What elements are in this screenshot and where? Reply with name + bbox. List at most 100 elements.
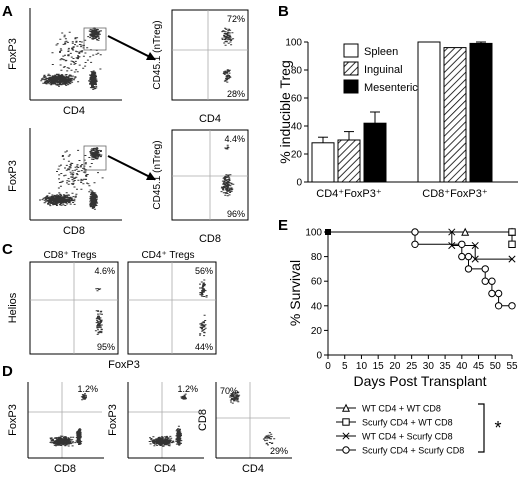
panel-c-right-plot: 56% 44%: [127, 261, 217, 355]
panel-d-plot-2-area: [128, 382, 202, 458]
panel-e-legend-label: WT CD4 + WT CD8: [362, 404, 441, 414]
panel-e-xtick-label: 55: [506, 361, 518, 372]
panel-e-xtick-label: 25: [406, 361, 418, 372]
panel-e-point: [411, 228, 419, 236]
panel-d-plot-3-pct-ul: 70%: [220, 386, 238, 396]
panel-a-top-arrowhead: [146, 52, 156, 60]
panel-e-curve: [328, 231, 513, 245]
panel-c-right-events: [199, 279, 208, 337]
panel-e-xtick-label: 0: [325, 361, 331, 372]
panel-b-bar: [417, 41, 441, 183]
panel-b-category-label: CD4⁺FoxP3⁺: [316, 188, 382, 200]
panel-b-ytick-label: 80: [291, 66, 303, 77]
panel-e: E % Survival Days Post Transplant 0 20 40 6…: [278, 217, 518, 456]
panel-e-point: [494, 289, 503, 298]
panel-e-point: [508, 228, 516, 236]
panel-e-ytick-label: 60: [311, 277, 323, 288]
panel-e-legend-marker: [342, 418, 350, 426]
panel-a-top-pct-lower: 28%: [227, 89, 245, 99]
panel-a-top-gated-events: [221, 27, 235, 83]
panel-a-label: A: [2, 3, 13, 20]
panel-a-top-events: [40, 27, 102, 90]
panel-e-xtick-label: 15: [373, 361, 385, 372]
panel-e-point: [464, 252, 473, 261]
panel-e-legend-label: Scurfy CD4 + Scurfy CD8: [362, 446, 464, 456]
event-dots: [40, 27, 102, 90]
panel-a-bottom-pct-upper: 4.4%: [224, 134, 245, 144]
panel-e-series: [325, 227, 517, 310]
panel-e-xtick-label: 5: [342, 361, 348, 372]
panel-e-xtick-label: 45: [473, 361, 485, 372]
panel-c-left-plot: 4.6% 95%: [29, 261, 119, 355]
panel-b-legend-swatch: [343, 61, 359, 76]
panel-c: C CD8⁺ Tregs CD4⁺ Tregs 4.6% 95% 56% 44%…: [2, 241, 217, 371]
event-dots: [39, 147, 104, 210]
panel-b: B % inducible Treg 0 20 40 60 80 100 CD4⁺FoxP…: [277, 3, 518, 200]
panel-e-point: [508, 255, 516, 263]
panel-b-ytick-label: 60: [291, 94, 303, 105]
panel-b-category-label: CD8⁺FoxP3⁺: [422, 188, 488, 200]
panel-a-bottom-ylabel: FoxP3: [7, 160, 19, 192]
panel-e-point: [448, 228, 456, 236]
panel-e-legend-marker: [341, 403, 351, 412]
panel-a-bottom-gate: [83, 145, 107, 171]
panel-a-bottom-xlabel: CD8: [63, 225, 85, 237]
panel-e-point: [488, 277, 496, 285]
panel-a-bottom-dotplot: CD8 FoxP3: [7, 128, 122, 237]
panel-d-plot-1-ylabel: FoxP3: [7, 404, 19, 436]
panel-b-legend-label: Mesenteric: [364, 82, 418, 94]
panel-d-plot-3-xlabel: CD4: [242, 463, 264, 475]
panel-c-left-pct-lower: 95%: [97, 342, 115, 352]
panel-a-top-gated-frame: [171, 9, 249, 101]
panel-d-plot-3-ylabel: CD8: [197, 409, 209, 431]
panel-a-bottom-gated: 4.4% 96% CD8 CD45.1 (nTreg): [152, 129, 249, 245]
panel-e-ytick-label: 100: [305, 228, 322, 239]
panel-e-xtick-label: 20: [389, 361, 401, 372]
panel-e-ytick-label: 40: [311, 301, 323, 312]
panel-e-point: [494, 302, 503, 310]
panel-c-right-pct-lower: 44%: [195, 342, 213, 352]
panel-e-ylabel: % Survival: [287, 260, 303, 326]
panel-e-legend-label: Scurfy CD4 + WT CD8: [362, 418, 453, 428]
panel-e-ytick-label: 20: [311, 326, 323, 337]
panel-d-plot-3-pct-lr: 29%: [270, 446, 288, 456]
panel-e-point: [481, 265, 489, 273]
panel-e-point: [471, 255, 479, 263]
panel-d-plot-1-events: [49, 393, 87, 447]
panel-a-bottom-gated-xlabel: CD8: [199, 233, 221, 245]
panel-a-bottom-arrowhead: [146, 172, 156, 180]
panel-a-top-gated-xlabel: CD4: [199, 113, 221, 125]
panel-e-point: [481, 277, 489, 285]
panel-e-xtick-label: 50: [490, 361, 502, 372]
panel-a-top-gated: 72% 28% CD4 CD45.1 (nTreg): [152, 9, 249, 125]
panel-c-left-pct-upper: 4.6%: [94, 266, 115, 276]
panel-b-ytick-label: 0: [296, 178, 302, 189]
panel-e-start-point: [325, 229, 331, 235]
panel-a-top-gate: [83, 27, 107, 51]
panel-b-yticks: 0 20 40 60 80 100: [285, 38, 308, 189]
panel-e-point: [448, 241, 456, 250]
panel-d-plot-3: 70% 29% CD4 CD8: [197, 382, 292, 475]
panel-e-point: [458, 252, 466, 261]
panel-e-xtick-label: 35: [440, 361, 452, 372]
panel-c-xlabel: FoxP3: [108, 359, 140, 371]
panel-e-ytick-label: 80: [311, 252, 323, 263]
panel-e-ytick-label: 0: [316, 351, 322, 362]
panel-d-plot-3-events: [229, 391, 276, 446]
panel-d-plot-1-pct: 1.2%: [77, 384, 98, 394]
panel-a-top-dotplot-area: [30, 8, 120, 100]
panel-b-categories: CD4⁺FoxP3⁺ CD8⁺FoxP3⁺: [316, 188, 488, 200]
panel-e-point: [464, 265, 473, 273]
panel-e-point: [508, 302, 516, 310]
panel-e-legend-marker: [342, 446, 350, 454]
panel-a: A CD4 FoxP3 72% 28% CD4 CD45.1 (nTreg): [2, 3, 249, 245]
panel-d-label: D: [2, 363, 13, 380]
panel-b-bar: [337, 139, 361, 183]
panel-b-bars: [311, 41, 493, 183]
panel-b-legend: Spleen Inguinal Mesenteric: [343, 43, 418, 94]
panel-e-label: E: [278, 217, 288, 234]
panel-b-legend-label: Inguinal: [364, 64, 403, 76]
panel-d-plot-2-events: [148, 393, 187, 447]
